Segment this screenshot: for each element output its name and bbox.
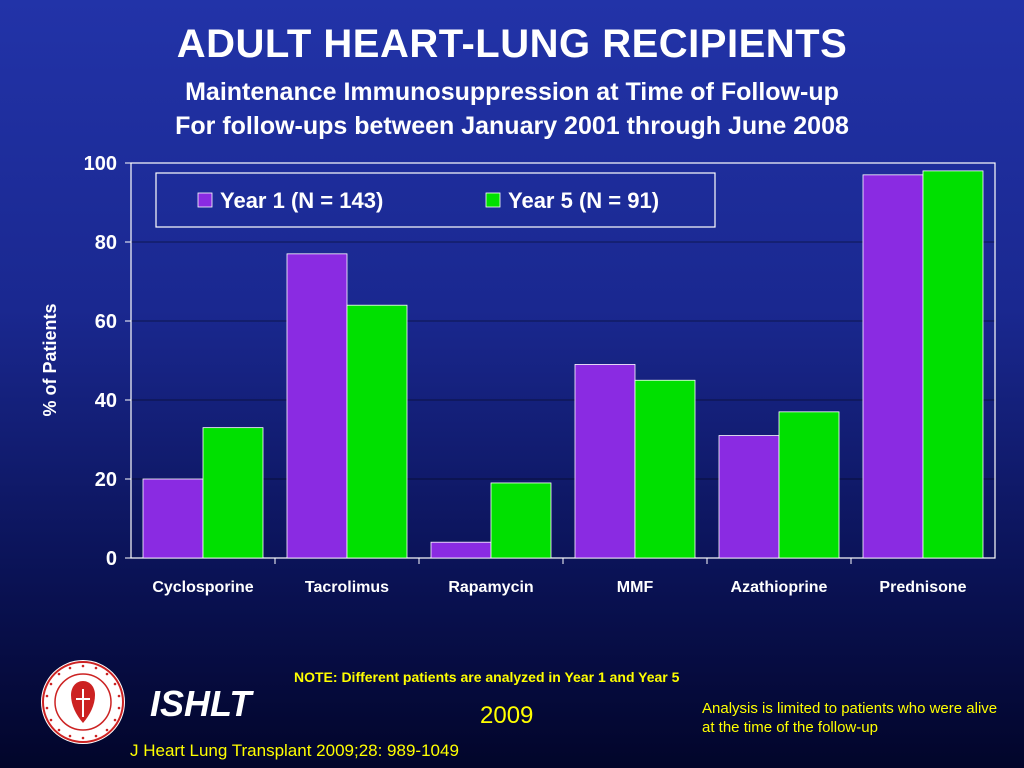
bar-series2-cyclosporine [202,427,264,559]
legend: Year 1 (N = 143) Year 5 (N = 91) [155,172,716,228]
bar-series2-rapamycin [490,482,552,559]
x-category-label: Azathioprine [731,579,828,596]
bar-chart: 0 20 40 60 80 100 Cyclosporine Tacrolimus Rapam… [40,153,995,596]
page-title: ADULT HEART-LUNG RECIPIENTS [176,22,848,66]
x-category-label: Prednisone [879,579,966,596]
citation: J Heart Lung Transplant 2009;28: 989-104… [130,741,459,760]
bar-series1-prednisone [862,174,924,559]
x-category-label: Cyclosporine [152,579,253,596]
y-tick-label: 0 [106,548,117,570]
x-category-label: Tacrolimus [305,579,389,596]
legend-swatch-year5 [485,192,501,208]
chart-subtitle-line2: For follow-ups between January 2001 thro… [175,112,849,140]
note-text: NOTE: Different patients are analyzed in… [294,669,680,685]
chart-subtitle-line1: Maintenance Immunosuppression at Time of… [185,78,839,106]
org-name: ISHLT [150,683,252,724]
analysis-note: Analysis is limited to patients who were… [702,700,998,736]
y-tick-label: 40 [95,390,117,412]
y-tick-label: 60 [95,311,117,333]
y-tick-label: 80 [95,232,117,254]
grid-lines [131,241,995,480]
bar-series2-prednisone [922,170,984,559]
bar-series1-tacrolimus [286,253,348,559]
ishlt-logo [41,660,125,744]
legend-swatch-year1 [197,192,213,208]
legend-label-year5: Year 5 (N = 91) [508,188,659,213]
legend-box [155,172,716,228]
x-category-label: Rapamycin [448,579,533,596]
bar-series1-mmf [574,364,636,559]
y-axis-title: % of Patients [40,303,60,416]
legend-label-year1: Year 1 (N = 143) [220,188,383,213]
bar-series2-tacrolimus [346,304,408,559]
bar-series2-azathioprine [778,411,840,559]
x-axis-categories: Cyclosporine Tacrolimus Rapamycin MMF Azathi… [152,558,967,596]
y-tick-label: 20 [95,469,117,491]
bars [142,170,984,559]
y-axis-ticks: 0 20 40 60 80 100 [84,153,131,570]
report-year: 2009 [480,702,534,729]
bar-series1-rapamycin [430,541,492,559]
bar-series1-azathioprine [718,435,780,559]
x-category-label: MMF [617,579,654,596]
bar-series2-mmf [634,379,696,559]
y-tick-label: 100 [84,153,117,175]
bar-series1-cyclosporine [142,478,204,559]
